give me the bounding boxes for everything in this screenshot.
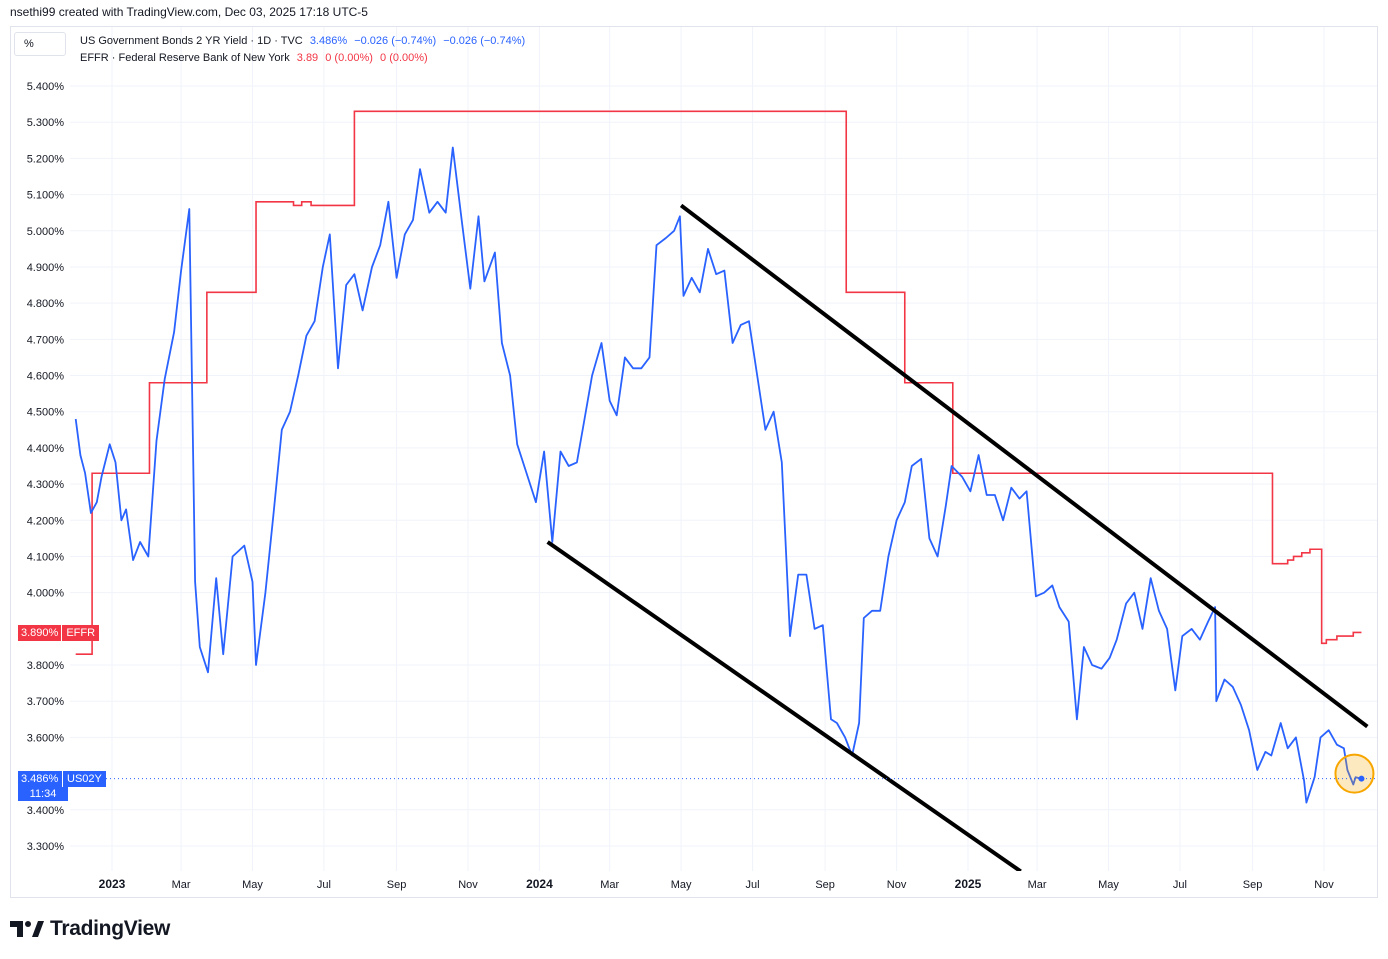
- tradingview-logo-text: TradingView: [50, 917, 171, 940]
- y-tick-label: 5.400%: [27, 81, 65, 93]
- creator-line: nsethi99 created with TradingView.com, D…: [10, 5, 368, 19]
- y-tick-label: 4.400%: [27, 443, 65, 455]
- x-tick-label: Nov: [887, 879, 907, 891]
- legend-effr-change2: 0 (0.00%): [380, 52, 428, 64]
- y-tick-label: 4.900%: [27, 262, 65, 274]
- x-tick-label: Sep: [387, 879, 407, 891]
- effr-series-line: [75, 110, 1362, 655]
- y-tick-label: 3.600%: [27, 732, 65, 744]
- y-tick-label: 4.200%: [27, 515, 65, 527]
- us02y-badge-value: 3.486%: [18, 771, 62, 787]
- tradingview-logo[interactable]: TradingView: [10, 917, 170, 941]
- legend-us02y-value: 3.486%: [309, 35, 348, 47]
- y-tick-label: 4.000%: [27, 588, 65, 600]
- trendline-1: [679, 203, 1369, 729]
- x-tick-label: May: [1098, 879, 1119, 891]
- us02y-series-line: [74, 146, 1362, 804]
- legend-us02y-change2: −0.026 (−0.74%): [443, 35, 526, 47]
- y-tick-label: 3.700%: [27, 696, 65, 708]
- y-tick-label: 5.100%: [27, 190, 65, 202]
- y-tick-label: 4.500%: [27, 407, 65, 419]
- legend-us02y[interactable]: US Government Bonds 2 YR Yield · 1D · TV…: [80, 35, 529, 47]
- legend-us02y-name: US Government Bonds 2 YR Yield · 1D · TV…: [80, 35, 303, 47]
- highlight-circle: [1334, 753, 1375, 794]
- x-tick-label: May: [671, 879, 692, 891]
- x-tick-label: 2023: [99, 877, 126, 891]
- x-tick-label: Sep: [815, 879, 835, 891]
- legend-effr-change: 0 (0.00%): [325, 52, 373, 64]
- effr-price-badge: 3.890% EFFR: [18, 625, 100, 641]
- chart-frame: [10, 26, 1378, 898]
- legend-effr-value: 3.89: [296, 52, 319, 64]
- y-tick-label: 4.700%: [27, 334, 65, 346]
- tradingview-logo-icon: [10, 921, 44, 937]
- x-tick-label: 2024: [526, 877, 553, 891]
- y-tick-label: 3.400%: [27, 805, 65, 817]
- legend-effr[interactable]: EFFR · Federal Reserve Bank of New York …: [80, 52, 432, 64]
- y-tick-label: 4.100%: [27, 551, 65, 563]
- x-tick-label: 2025: [955, 877, 982, 891]
- x-tick-label: Mar: [172, 879, 191, 891]
- x-tick-label: Mar: [1028, 879, 1047, 891]
- y-tick-label: 4.600%: [27, 371, 65, 383]
- x-tick-label: Jul: [746, 879, 760, 891]
- trendline-2: [546, 540, 1022, 871]
- us02y-price-badge: 3.486% US02Y 11:34: [18, 771, 106, 801]
- us02y-badge-ticker: US02Y: [63, 771, 106, 787]
- x-tick-label: May: [242, 879, 263, 891]
- y-tick-label: 5.200%: [27, 153, 65, 165]
- x-tick-label: Jul: [1173, 879, 1187, 891]
- y-tick-label: 3.800%: [27, 660, 65, 672]
- y-tick-label: 4.800%: [27, 298, 65, 310]
- legend-us02y-change: −0.026 (−0.74%): [354, 35, 437, 47]
- effr-badge-value: 3.890%: [18, 625, 62, 641]
- series-group: [70, 110, 1377, 871]
- x-tick-label: Nov: [1314, 879, 1334, 891]
- y-tick-label: 5.300%: [27, 117, 65, 129]
- x-tick-label: Mar: [600, 879, 619, 891]
- y-tick-label: 4.300%: [27, 479, 65, 491]
- effr-badge-ticker: EFFR: [62, 625, 100, 641]
- y-tick-label: 3.300%: [27, 841, 65, 853]
- x-tick-label: Jul: [317, 879, 331, 891]
- us02y-badge-countdown: 11:34: [18, 787, 68, 801]
- x-tick-label: Nov: [458, 879, 478, 891]
- y-tick-label: 5.000%: [27, 226, 65, 238]
- last-value-marker: [1358, 775, 1365, 782]
- legend-effr-name: EFFR · Federal Reserve Bank of New York: [80, 52, 290, 64]
- scale-mode-button[interactable]: %: [14, 32, 66, 56]
- x-tick-label: Sep: [1243, 879, 1263, 891]
